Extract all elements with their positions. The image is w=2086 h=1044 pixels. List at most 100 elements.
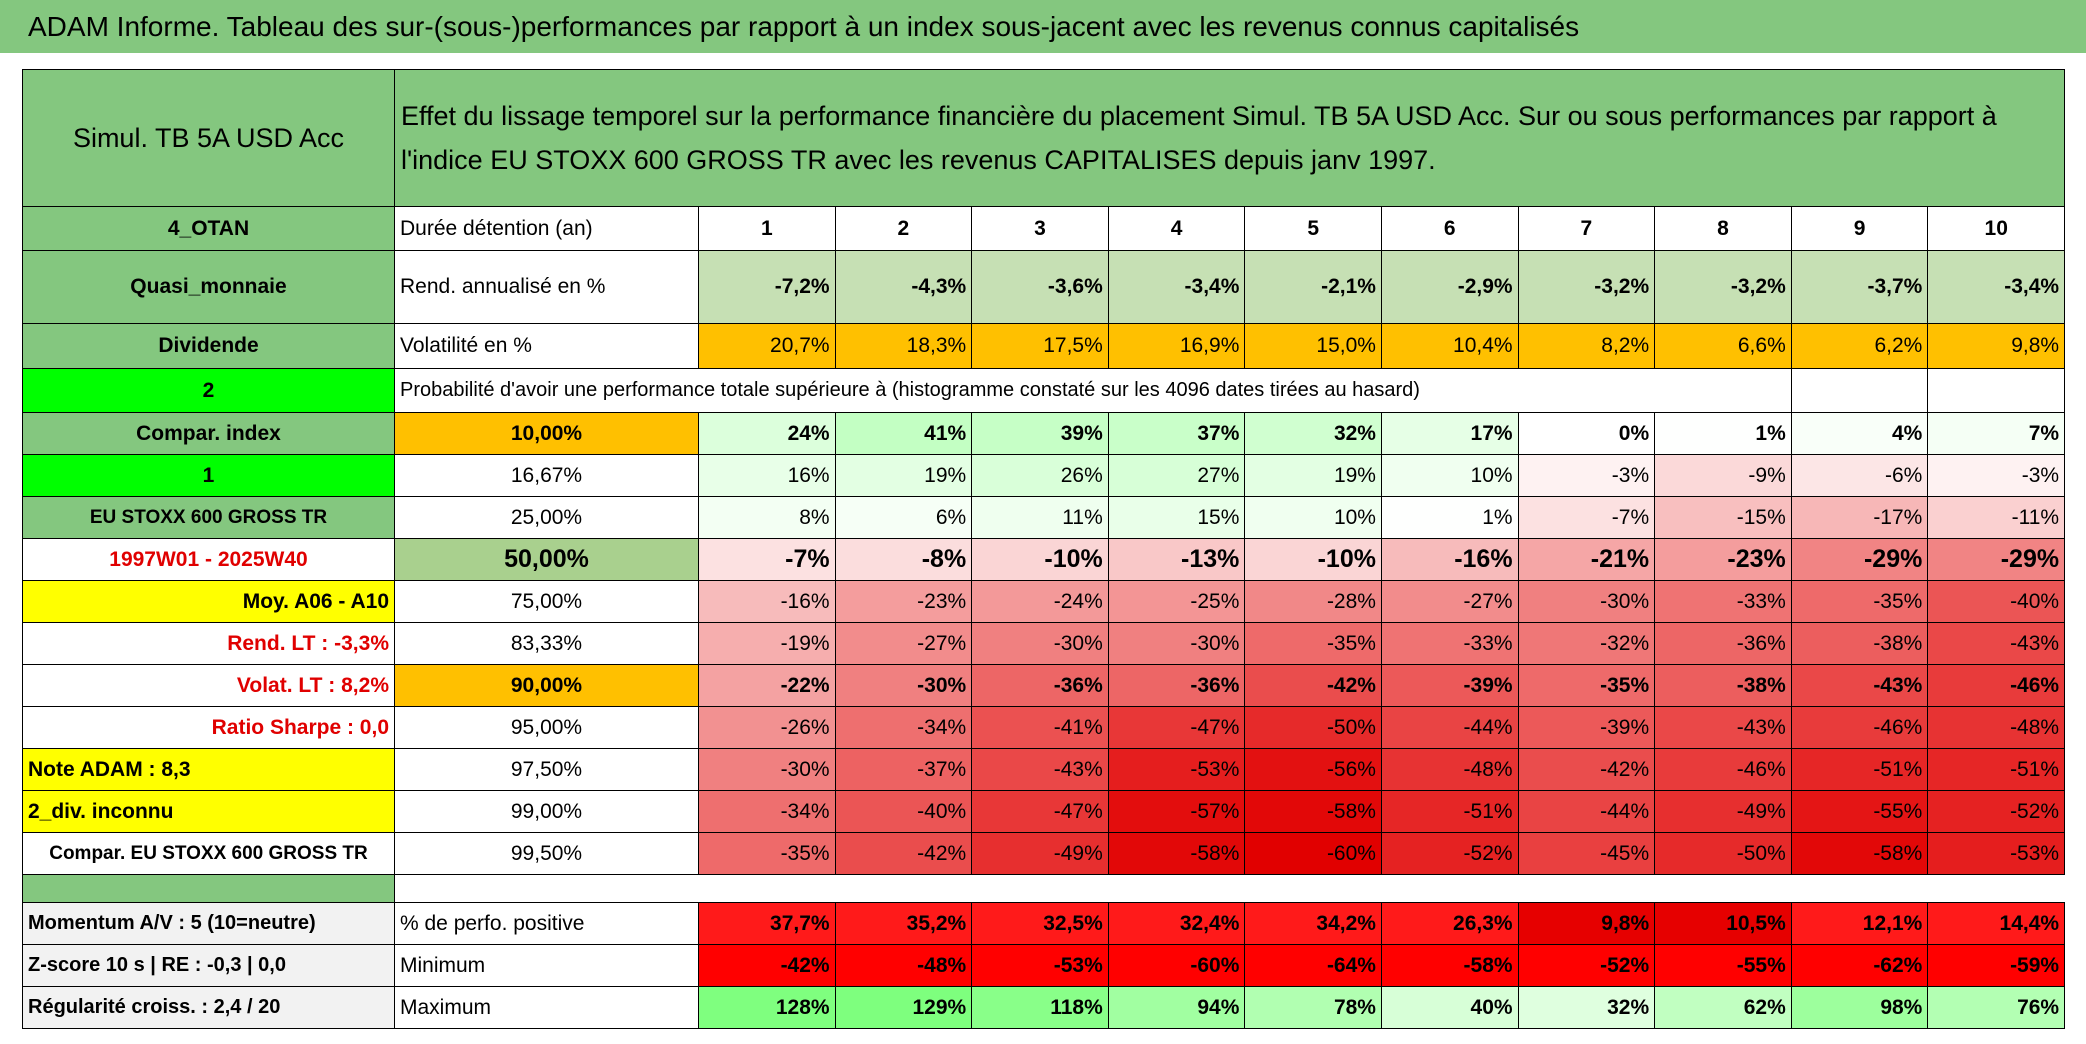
value-cell: 17% — [1380, 412, 1519, 455]
value-cell: -37% — [834, 748, 973, 791]
value-cell: -55% — [1654, 944, 1792, 987]
value-cell: 9,8% — [1517, 902, 1656, 945]
row-header: Durée détention (an) — [394, 206, 699, 251]
table-row: Rend. LT : -3,3% 83,33% -19% -27% -30% -30% -3… — [22, 622, 2066, 665]
value-cell: 118% — [971, 986, 1109, 1029]
value-cell: -47% — [1107, 706, 1246, 749]
table-row: Note ADAM : 8,3 97,50% -30% -37% -43% -53% -56… — [22, 748, 2066, 791]
value-cell: 6,6% — [1654, 323, 1792, 369]
value-cell: -29% — [1927, 538, 2066, 581]
value-cell: 26,3% — [1380, 902, 1519, 945]
value-cell: -26% — [698, 706, 836, 749]
table-row: Moy. A06 - A10 75,00% -16% -23% -24% -25% -28%… — [22, 580, 2066, 623]
row-label: Dividende — [22, 323, 395, 369]
row-header: Minimum — [394, 944, 699, 987]
row-label: Quasi_monnaie — [22, 250, 395, 324]
value-cell: -33% — [1380, 622, 1519, 665]
row-label: Moy. A06 - A10 — [22, 580, 395, 623]
header-description: Effet du lissage temporel sur la perform… — [393, 69, 2066, 207]
row-header: 10,00% — [394, 412, 699, 455]
value-cell: -7% — [1517, 496, 1656, 539]
value-cell: -10% — [971, 538, 1109, 581]
table-row: 4_OTAN Durée détention (an) 1 2 3 4 5 6 7 8 9 10 — [22, 206, 2066, 251]
row-header: Maximum — [394, 986, 699, 1029]
value-cell: -4,3% — [834, 250, 973, 324]
value-cell: 94% — [1107, 986, 1246, 1029]
value-cell: 11% — [971, 496, 1109, 539]
value-cell: -36% — [1654, 622, 1792, 665]
row-label: 1997W01 - 2025W40 — [22, 538, 395, 581]
value-cell: -45% — [1517, 832, 1656, 875]
empty-cell — [1790, 368, 1929, 413]
value-cell: 4% — [1790, 412, 1929, 455]
value-cell: 6 — [1380, 206, 1519, 251]
spacer-cell — [22, 874, 395, 903]
value-cell: -40% — [1927, 580, 2066, 623]
row-label: Rend. LT : -3,3% — [22, 622, 395, 665]
row-header: 90,00% — [394, 664, 699, 707]
value-cell: 6% — [834, 496, 973, 539]
value-cell: -50% — [1654, 832, 1792, 875]
table-body: Simul. TB 5A USD Acc Effet du lissage te… — [22, 69, 2066, 1029]
value-cell: -40% — [834, 790, 973, 833]
value-cell: 16,9% — [1107, 323, 1246, 369]
row-label: 1 — [22, 454, 395, 497]
value-cell: -3,2% — [1517, 250, 1656, 324]
row-header: 99,00% — [394, 790, 699, 833]
value-cell: -38% — [1790, 622, 1929, 665]
row-header: 25,00% — [394, 496, 699, 539]
value-cell: -48% — [1927, 706, 2066, 749]
value-cell: -7% — [698, 538, 836, 581]
value-cell: -34% — [698, 790, 836, 833]
table-row: Quasi_monnaie Rend. annualisé en % -7,2% -4… — [22, 250, 2066, 324]
value-cell: 37,7% — [698, 902, 836, 945]
value-cell: 10 — [1927, 206, 2066, 251]
value-cell: -42% — [834, 832, 973, 875]
value-cell: -33% — [1654, 580, 1792, 623]
value-cell: -42% — [1517, 748, 1656, 791]
value-cell: -60% — [1107, 944, 1246, 987]
row-label: Régularité croiss. : 2,4 / 20 — [22, 986, 395, 1029]
value-cell: 7 — [1517, 206, 1656, 251]
value-cell: 1 — [698, 206, 836, 251]
footer-row: Momentum A/V : 5 (10=neutre)% de perfo. … — [22, 902, 2066, 945]
value-cell: -48% — [1380, 748, 1519, 791]
value-cell: -51% — [1380, 790, 1519, 833]
title-bar: ADAM Informe. Tableau des sur-(sous-)per… — [0, 0, 2086, 53]
table-row: 2 Probabilité d'avoir une performance tot… — [22, 368, 2066, 413]
value-cell: -48% — [834, 944, 973, 987]
row-header: Volatilité en % — [394, 323, 699, 369]
value-cell: -2,9% — [1380, 250, 1519, 324]
value-cell: 62% — [1654, 986, 1792, 1029]
value-cell: -34% — [834, 706, 973, 749]
row-label: Compar. index — [22, 412, 395, 455]
value-cell: -58% — [1107, 832, 1246, 875]
footer-row: Z-score 10 s | RE : -0,3 | 0,0 Minimum -42… — [22, 944, 2066, 987]
value-cell: 37% — [1107, 412, 1246, 455]
value-cell: 78% — [1244, 986, 1382, 1029]
value-cell: 0% — [1517, 412, 1656, 455]
table-row: Dividende Volatilité en % 20,7% 18,3% 17,5% 1… — [22, 323, 2066, 369]
value-cell: 27% — [1107, 454, 1246, 497]
table-row: Ratio Sharpe : 0,0 95,00% -26% -34% -41% -47%… — [22, 706, 2066, 749]
value-cell: 17,5% — [971, 323, 1109, 369]
row-label: 2 — [22, 368, 395, 413]
row-header: 95,00% — [394, 706, 699, 749]
value-cell: 9,8% — [1927, 323, 2066, 369]
value-cell: -3,6% — [971, 250, 1109, 324]
spacer-row — [22, 874, 2065, 903]
header-name: Simul. TB 5A USD Acc — [22, 69, 395, 207]
footer-row: Régularité croiss. : 2,4 / 20 Maximum 128%… — [22, 986, 2066, 1029]
value-cell: 8 — [1654, 206, 1792, 251]
value-cell: 9 — [1790, 206, 1929, 251]
value-cell: 4 — [1107, 206, 1246, 251]
value-cell: -24% — [971, 580, 1109, 623]
value-cell: -38% — [1654, 664, 1792, 707]
table-row: 2_div. inconnu 99,00% -34% -40% -47% -57% -58%… — [22, 790, 2066, 833]
value-cell: -56% — [1244, 748, 1382, 791]
value-cell: -52% — [1927, 790, 2066, 833]
value-cell: 1% — [1380, 496, 1519, 539]
table-row: 1 16,67% 16% 19% 26% 27% 19% 10% -3% -9% -6% -3% — [22, 454, 2066, 497]
row-header: % de perfo. positive — [394, 902, 699, 945]
